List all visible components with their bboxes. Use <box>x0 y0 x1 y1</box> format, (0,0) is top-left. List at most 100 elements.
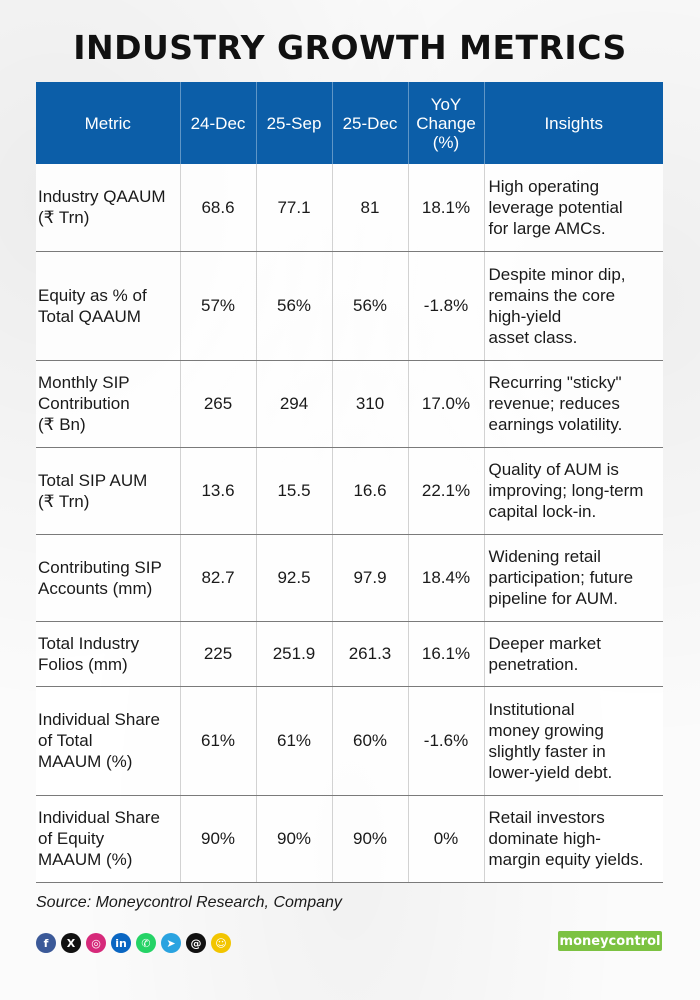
metric-cell: Individual Share of Total MAAUM (%) <box>36 686 180 796</box>
cell-text: Retail investors dominate high- margin e… <box>488 808 644 869</box>
cell-text: Recurring "sticky" revenue; reduces earn… <box>488 373 623 434</box>
cell-text: 22.1% <box>421 481 471 500</box>
facebook-icon[interactable]: f <box>36 933 56 953</box>
insight-cell: Despite minor dip, remains the core high… <box>483 251 663 361</box>
table-row: Individual Share of Equity MAAUM (%) 90% 9… <box>36 795 663 883</box>
cell-text: 13.6 <box>201 481 235 500</box>
yoy-change-cell: 18.4% <box>407 534 484 622</box>
yoy-change-cell: 16.1% <box>407 621 484 687</box>
x-icon[interactable]: X <box>61 933 81 953</box>
cell-text: 60% <box>352 731 388 750</box>
cell-text: 61% <box>276 731 312 750</box>
value-24-dec-cell: 90% <box>179 795 256 883</box>
threads-icon[interactable]: @ <box>186 933 206 953</box>
cell-text: 56% <box>276 296 312 315</box>
table-row: Industry QAAUM (₹ Trn) 68.6 77.1 81 18.1% Hig… <box>36 164 663 252</box>
cell-text: 15.5 <box>277 481 311 500</box>
metric-cell: Total Industry Folios (mm) <box>36 621 180 687</box>
insight-cell: Retail investors dominate high- margin e… <box>483 795 663 883</box>
value-25-sep-cell: 77.1 <box>255 164 332 252</box>
cell-text: -1.6% <box>423 731 469 750</box>
yoy-change-cell: 0% <box>407 795 484 883</box>
metric-cell: Contributing SIP Accounts (mm) <box>36 534 180 622</box>
insight-cell: Institutional money growing slightly fas… <box>483 686 663 796</box>
column-header-metric: Metric <box>36 82 180 164</box>
instagram-icon[interactable]: ◎ <box>86 933 106 953</box>
yoy-change-cell: 22.1% <box>407 447 484 535</box>
cell-text: 82.7 <box>201 568 235 587</box>
value-24-dec-cell: 225 <box>179 621 256 687</box>
header-label: 25-Sep <box>266 113 322 133</box>
cell-text: Despite minor dip, remains the core high… <box>488 264 626 347</box>
insight-cell: Deeper market penetration. <box>483 621 663 687</box>
cell-text: 77.1 <box>277 197 311 217</box>
table-row: Contributing SIP Accounts (mm) 82.7 92.5 97… <box>36 534 663 622</box>
cell-text: Total SIP AUM (₹ Trn) <box>38 470 148 511</box>
cell-text: Equity as % of Total QAAUM <box>38 285 147 326</box>
value-25-sep-cell: 61% <box>255 686 332 796</box>
column-header-25-sep: 25-Sep <box>255 82 332 164</box>
yoy-change-cell: 17.0% <box>407 360 484 448</box>
value-25-sep-cell: 92.5 <box>255 534 332 622</box>
header-label: Metric <box>84 113 131 133</box>
metric-cell: Equity as % of Total QAAUM <box>36 251 180 361</box>
cell-text: 251.9 <box>272 644 316 663</box>
cell-text: Contributing SIP Accounts (mm) <box>38 557 162 598</box>
cell-text: 16.6 <box>353 481 387 500</box>
cell-text: Total Industry Folios (mm) <box>38 633 140 674</box>
cell-text: 294 <box>279 394 309 413</box>
value-25-sep-cell: 251.9 <box>255 621 332 687</box>
column-header-25-dec: 25-Dec <box>331 82 408 164</box>
cell-text: 68.6 <box>201 197 235 217</box>
value-25-sep-cell: 294 <box>255 360 332 448</box>
cell-text: 90% <box>352 829 388 848</box>
yoy-change-cell: -1.8% <box>407 251 484 361</box>
cell-text: Industry QAAUM (₹ Trn) <box>38 187 166 228</box>
insight-cell: Recurring "sticky" revenue; reduces earn… <box>483 360 663 448</box>
snapchat-icon[interactable]: ☺ <box>211 933 231 953</box>
value-25-sep-cell: 56% <box>255 251 332 361</box>
value-25-dec-cell: 81 <box>331 164 408 252</box>
value-24-dec-cell: 13.6 <box>179 447 256 535</box>
table-row: Equity as % of Total QAAUM 57% 56% 56% -1.8%… <box>36 251 663 361</box>
cell-text: 225 <box>203 644 233 663</box>
cell-text: Individual Share of Equity MAAUM (%) <box>38 808 160 869</box>
moneycontrol-logo: moneycontrol <box>558 931 662 951</box>
cell-text: 56% <box>352 296 388 315</box>
value-25-sep-cell: 15.5 <box>255 447 332 535</box>
table-row: Monthly SIP Contribution (₹ Bn) 265 294 310… <box>36 360 663 448</box>
value-24-dec-cell: 265 <box>179 360 256 448</box>
cell-text: 0% <box>433 829 459 848</box>
yoy-change-cell: 18.1% <box>407 164 484 252</box>
cell-text: Widening retail participation; future pi… <box>488 547 634 608</box>
value-25-dec-cell: 310 <box>331 360 408 448</box>
cell-text: High operating leverage potential for la… <box>488 176 623 238</box>
social-icons: f X ◎ in ✆ ➤ @ ☺ <box>36 933 231 953</box>
cell-text: 81 <box>360 197 380 217</box>
column-header-24-dec: 24-Dec <box>179 82 256 164</box>
value-24-dec-cell: 61% <box>179 686 256 796</box>
cell-text: 265 <box>203 394 233 413</box>
cell-text: 17.0% <box>421 394 471 413</box>
cell-text: -1.8% <box>423 296 469 315</box>
source-note: Source: Moneycontrol Research, Company <box>36 894 342 911</box>
insight-cell: High operating leverage potential for la… <box>483 164 663 252</box>
cell-text: 261.3 <box>348 644 392 663</box>
cell-text: 90% <box>200 829 236 848</box>
insight-cell: Quality of AUM is improving; long-term c… <box>483 447 663 535</box>
cell-text: 97.9 <box>353 568 387 587</box>
telegram-icon[interactable]: ➤ <box>161 933 181 953</box>
cell-text: 57% <box>200 296 236 315</box>
whatsapp-icon[interactable]: ✆ <box>136 933 156 953</box>
table-header-row: Metric 24-Dec 25-Sep 25-Dec YoY Change (%) In… <box>36 82 663 164</box>
cell-text: Monthly SIP Contribution (₹ Bn) <box>38 373 130 434</box>
value-25-dec-cell: 261.3 <box>331 621 408 687</box>
linkedin-icon[interactable]: in <box>111 933 131 953</box>
metric-cell: Industry QAAUM (₹ Trn) <box>36 164 180 252</box>
value-25-dec-cell: 60% <box>331 686 408 796</box>
cell-text: Deeper market penetration. <box>488 633 601 674</box>
value-25-dec-cell: 97.9 <box>331 534 408 622</box>
header-label: 24-Dec <box>190 113 246 133</box>
cell-text: 61% <box>200 731 236 750</box>
page-title: INDUSTRY GROWTH METRICS <box>73 28 627 67</box>
